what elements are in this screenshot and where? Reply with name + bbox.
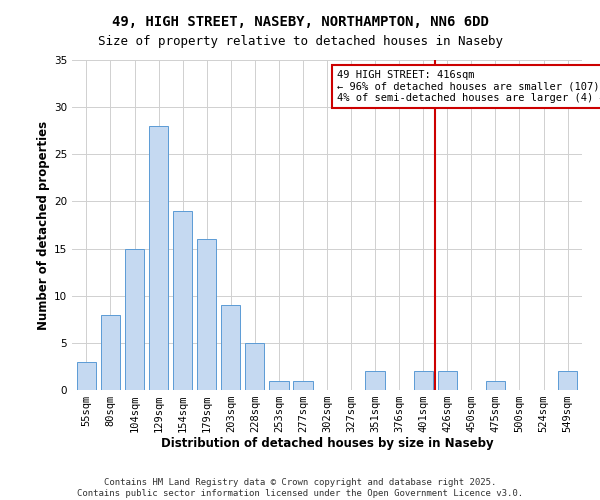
Bar — [221, 305, 241, 390]
Bar — [437, 371, 457, 390]
Bar — [269, 380, 289, 390]
X-axis label: Distribution of detached houses by size in Naseby: Distribution of detached houses by size … — [161, 436, 493, 450]
Bar — [293, 380, 313, 390]
Text: 49 HIGH STREET: 416sqm
← 96% of detached houses are smaller (107)
4% of semi-det: 49 HIGH STREET: 416sqm ← 96% of detached… — [337, 70, 600, 103]
Text: Size of property relative to detached houses in Naseby: Size of property relative to detached ho… — [97, 35, 503, 48]
Bar — [149, 126, 168, 390]
Bar — [197, 239, 217, 390]
Bar — [413, 371, 433, 390]
Bar — [245, 343, 265, 390]
Bar — [558, 371, 577, 390]
Bar — [173, 211, 192, 390]
Text: Contains HM Land Registry data © Crown copyright and database right 2025.
Contai: Contains HM Land Registry data © Crown c… — [77, 478, 523, 498]
Bar — [77, 362, 96, 390]
Text: 49, HIGH STREET, NASEBY, NORTHAMPTON, NN6 6DD: 49, HIGH STREET, NASEBY, NORTHAMPTON, NN… — [112, 15, 488, 29]
Bar — [125, 248, 144, 390]
Bar — [365, 371, 385, 390]
Bar — [486, 380, 505, 390]
Bar — [101, 314, 120, 390]
Y-axis label: Number of detached properties: Number of detached properties — [37, 120, 50, 330]
